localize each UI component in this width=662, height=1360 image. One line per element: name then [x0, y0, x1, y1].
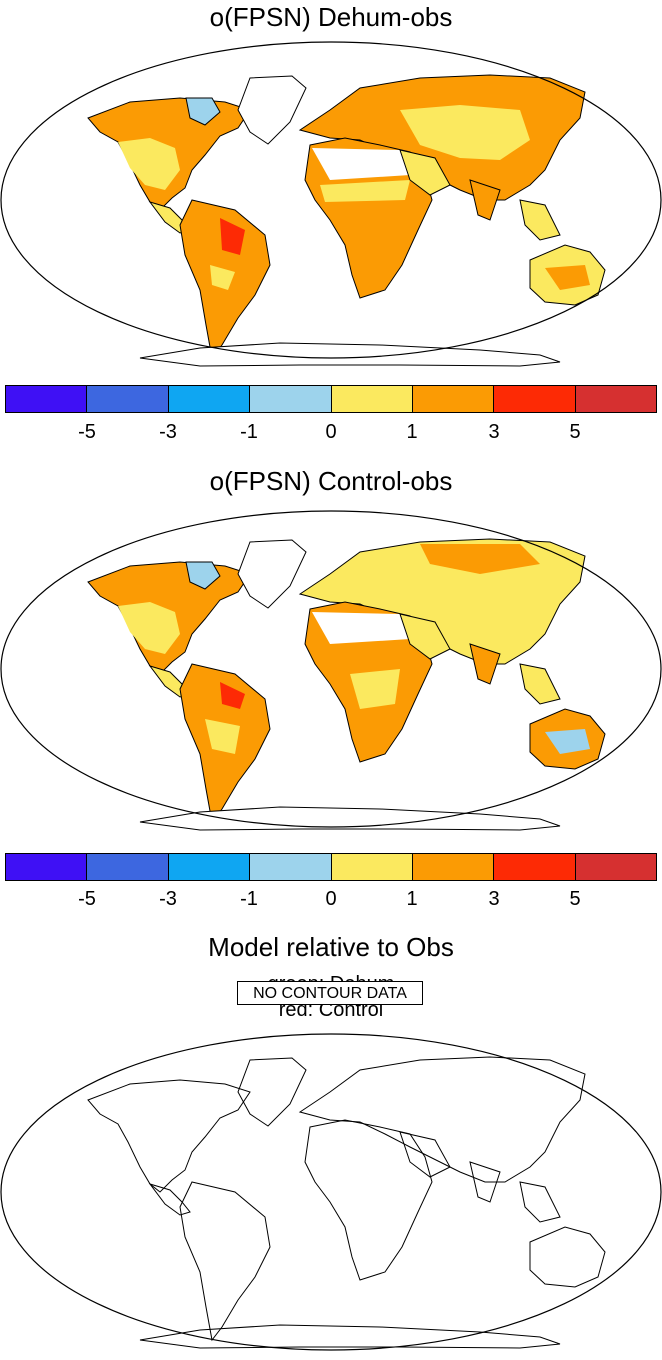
- panel2-title: o(FPSN) Control-obs: [209, 466, 453, 496]
- cbar2-label: 5: [569, 888, 581, 910]
- cbar1-swatch: [250, 386, 332, 412]
- cbar1-label: -5: [78, 421, 96, 443]
- cbar2-swatch: [168, 854, 251, 880]
- cbar1-swatch: [494, 386, 576, 412]
- cbar2-swatch: [575, 854, 656, 880]
- cbar1-swatch: [87, 386, 169, 412]
- panel2-land: [87, 538, 606, 831]
- cbar1-label: -1: [240, 421, 258, 443]
- cbar2-swatch: [331, 854, 413, 880]
- panel3-title: Model relative to Obs: [208, 932, 454, 962]
- cbar1-label: 1: [406, 421, 418, 443]
- cbar2-label: 1: [406, 888, 418, 910]
- cbar2-swatch: [250, 854, 332, 880]
- cbar2-label: 0: [325, 888, 337, 910]
- cbar1-swatch: [575, 386, 656, 412]
- panel2-map: [0, 510, 662, 831]
- cbar1-label: 5: [569, 421, 581, 443]
- cbar2-label: -3: [159, 888, 177, 910]
- panel1-map: [0, 41, 662, 367]
- cbar2-label: 3: [488, 888, 500, 910]
- no-contour-data-label: NO CONTOUR DATA: [237, 981, 423, 1005]
- panel1-map-border: [0, 41, 662, 359]
- panel1-land: [87, 74, 606, 367]
- cbar2-swatch: [412, 854, 495, 880]
- cbar1-swatch: [6, 386, 88, 412]
- colorbar-1: [5, 385, 657, 413]
- cbar2-swatch: [494, 854, 576, 880]
- cbar2-swatch: [87, 854, 169, 880]
- panel2-map-border: [0, 510, 662, 828]
- cbar1-label: 0: [325, 421, 337, 443]
- cbar1-swatch: [168, 386, 251, 412]
- colorbar-2: [5, 853, 657, 881]
- panel3-map-border: [0, 1033, 662, 1351]
- cbar1-label: -3: [159, 421, 177, 443]
- cbar1-swatch: [331, 386, 413, 412]
- cbar1-label: 3: [488, 421, 500, 443]
- cbar1-swatch: [412, 386, 495, 412]
- panel3-map: [0, 1033, 662, 1351]
- panel3-coastlines: [87, 1056, 606, 1349]
- cbar2-label: -1: [240, 888, 258, 910]
- panel1-title: o(FPSN) Dehum-obs: [209, 2, 453, 32]
- cbar2-label: -5: [78, 888, 96, 910]
- cbar2-swatch: [6, 854, 88, 880]
